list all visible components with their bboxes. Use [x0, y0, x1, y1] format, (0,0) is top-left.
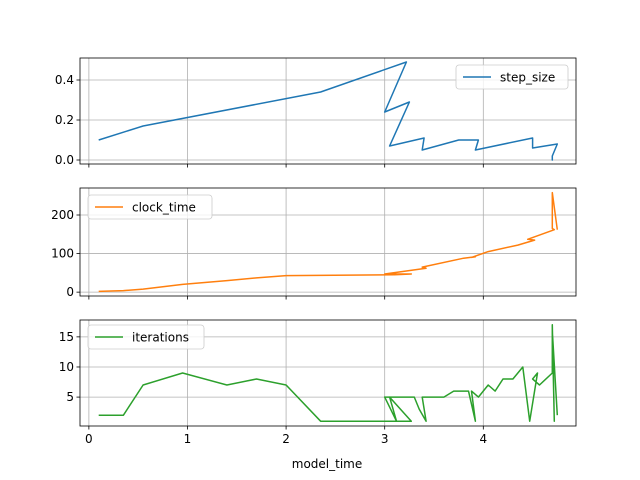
y-tick-label: 0.0 — [55, 153, 74, 167]
legend-label: step_size — [500, 71, 555, 85]
series-line-iterations — [98, 324, 559, 422]
legend: clock_time — [87, 194, 213, 220]
y-tick-label: 0.4 — [55, 73, 74, 87]
chart-panel-2: 0 100 200 clock_time — [51, 187, 577, 300]
x-tick-label: 3 — [381, 432, 389, 446]
legend-box — [87, 324, 205, 350]
x-tick-label: 0 — [85, 432, 93, 446]
axes-frame — [79, 319, 577, 427]
y-tick-label: 0 — [66, 285, 74, 299]
x-tick-label: 4 — [479, 432, 487, 446]
y-tick-label: 10 — [59, 360, 74, 374]
legend-box — [87, 194, 213, 220]
series-line-step_size — [98, 61, 559, 161]
x-axis-label: model_time — [292, 457, 362, 471]
legend: step_size — [455, 64, 569, 90]
legend-label: iterations — [132, 331, 189, 345]
y-tick-label: 0.2 — [55, 113, 74, 127]
y-tick-label: 100 — [51, 247, 74, 261]
legend-box — [455, 64, 569, 90]
legend-label: clock_time — [132, 201, 196, 215]
chart-panel-1: 0.0 0.2 0.4 step_size — [55, 57, 577, 168]
y-tick-label: 15 — [59, 330, 74, 344]
y-tick-label: 5 — [66, 390, 74, 404]
x-tick-label: 1 — [184, 432, 192, 446]
y-tick-label: 200 — [51, 208, 74, 222]
chart-panel-3: 5 10 15 0 1 2 3 4 iterations — [59, 319, 577, 446]
axes-frame — [79, 187, 577, 297]
axes-frame — [79, 57, 577, 165]
legend: iterations — [87, 324, 205, 350]
series-line-clock_time — [98, 191, 559, 293]
x-tick-label: 2 — [282, 432, 290, 446]
